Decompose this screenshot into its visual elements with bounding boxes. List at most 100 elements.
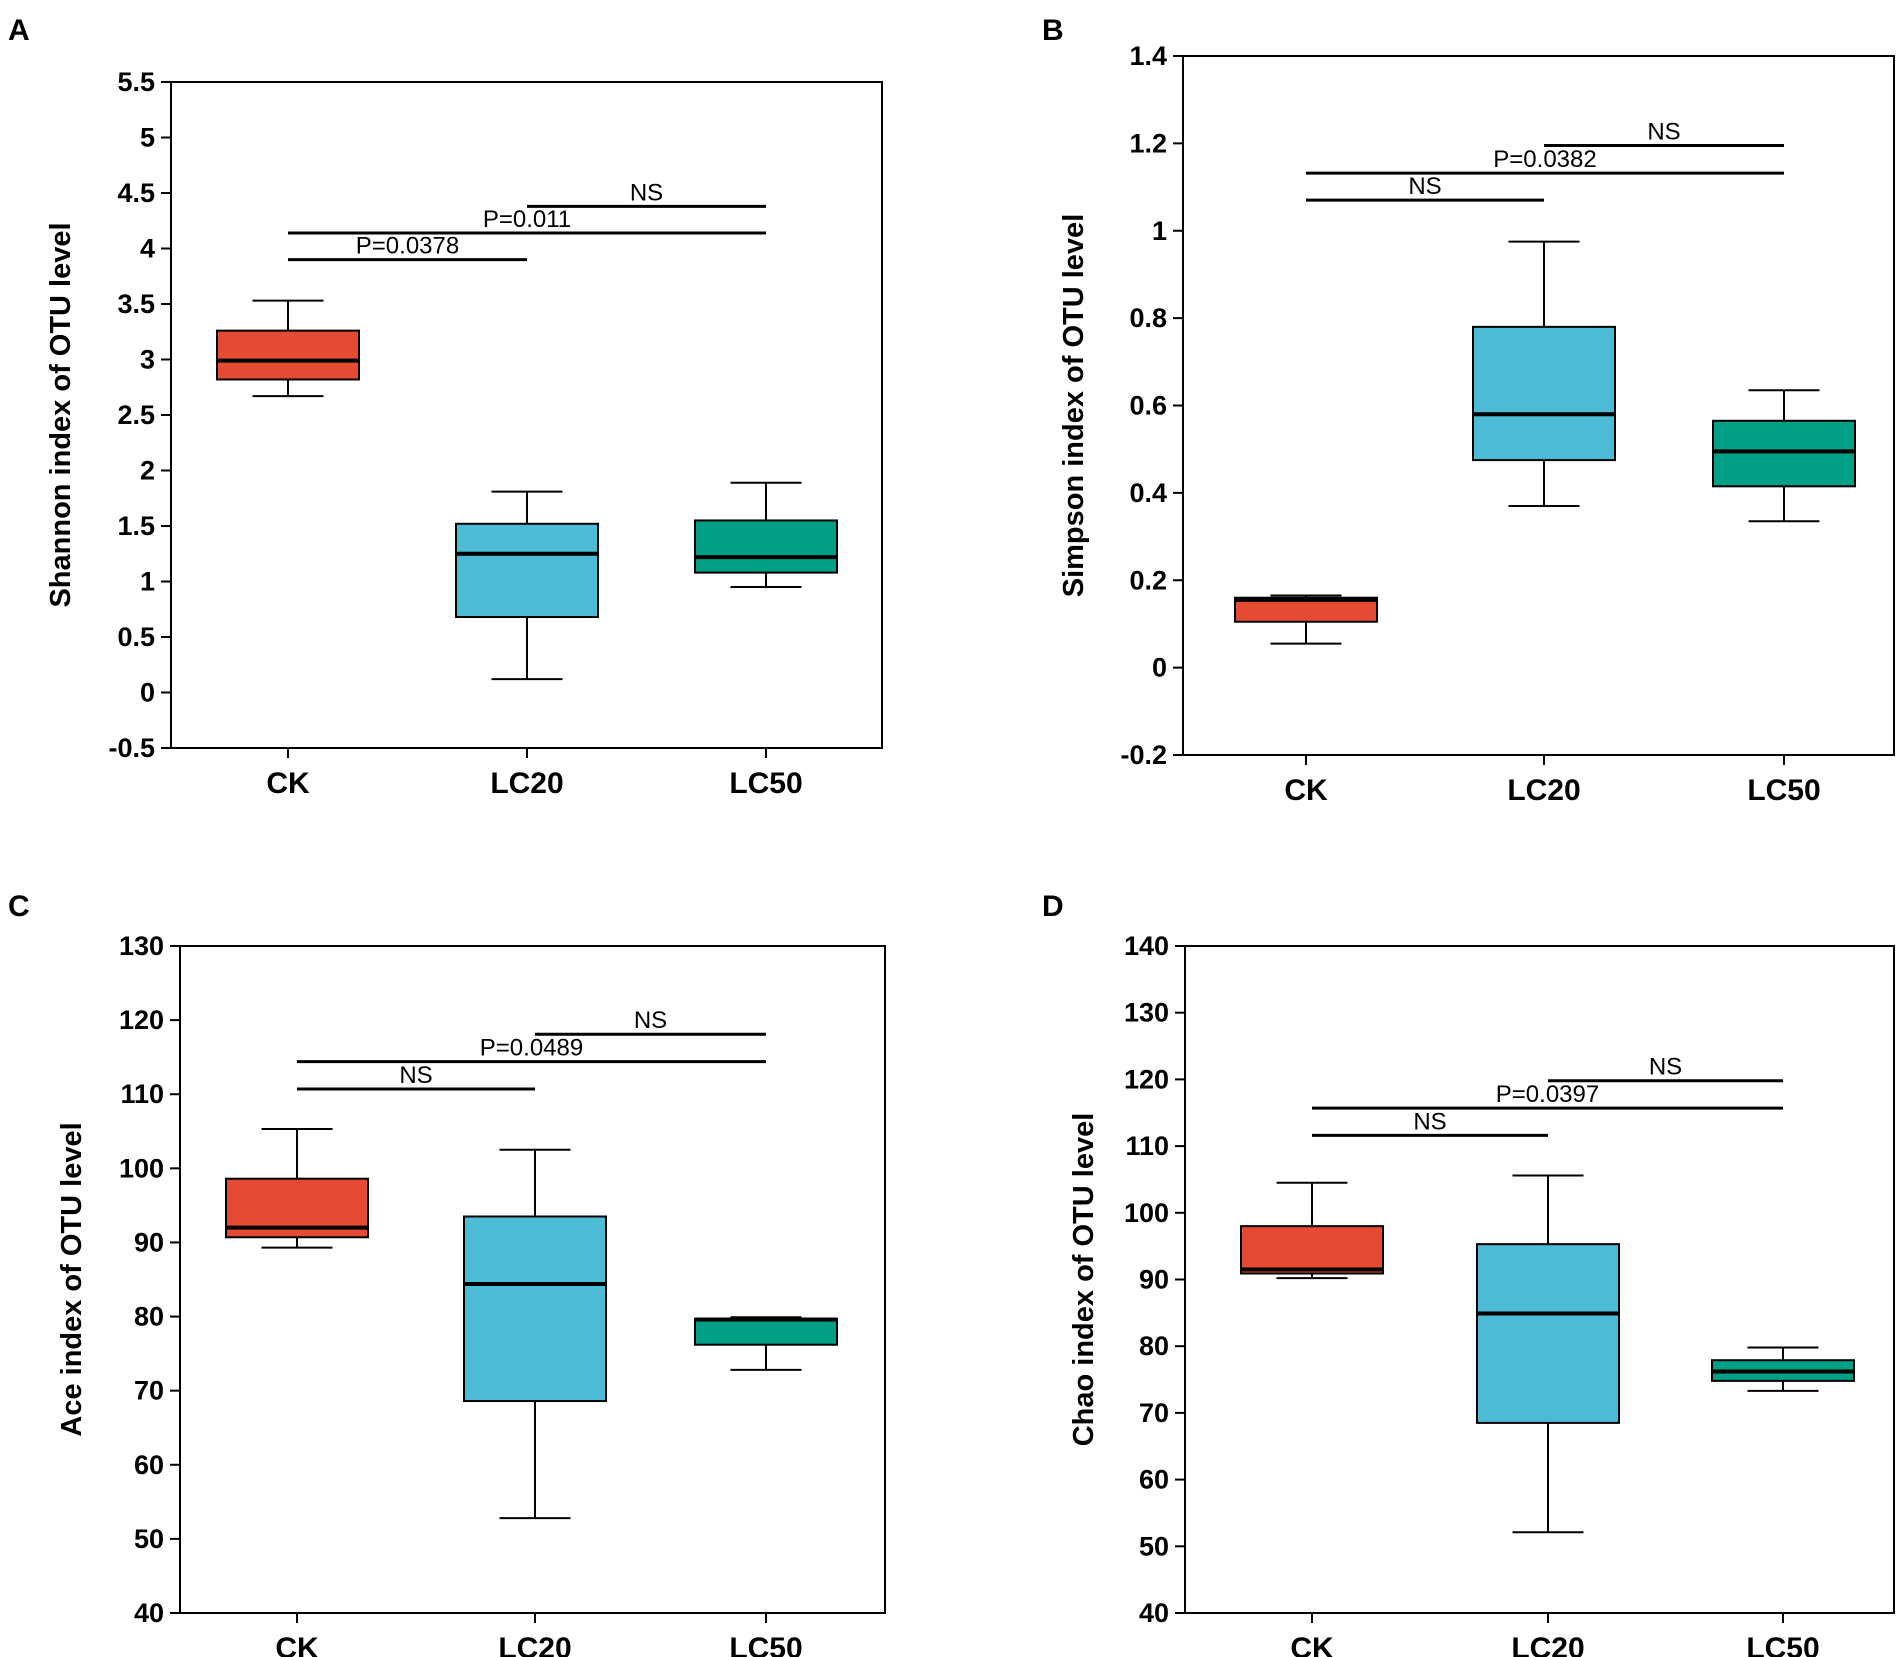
chart-panel-d: D 40 50 60 70 80 90 100 110 120 130 140 CK LC20 LC50 Ch…: [1042, 890, 1895, 1657]
y-tick-label: 5.5: [117, 67, 155, 97]
y-tick-label: 0: [1152, 653, 1167, 683]
significance-label: P=0.0397: [1496, 1081, 1599, 1108]
box-lc20: [463, 1148, 607, 1520]
y-tick-label: 120: [1124, 1064, 1169, 1094]
x-tick-label: CK: [266, 767, 310, 800]
y-tick-label: 4.5: [117, 178, 155, 208]
y-tick-label: 3.5: [117, 289, 155, 319]
x-tick-label: LC50: [729, 767, 802, 800]
y-tick-label: 1: [140, 567, 155, 597]
significance-label: NS: [630, 179, 663, 206]
iqr-box: [694, 519, 838, 574]
iqr-box: [694, 1317, 838, 1346]
chart-panel-a: A -0.5 0 0.5 1 1.5 2 2.5 3 3.5 4 4.5 5 5.5 CK LC20 LC50 S…: [8, 14, 883, 800]
panel-label: A: [8, 14, 30, 47]
box-ck: [225, 1128, 369, 1249]
chart-panel-b: B -0.2 0 0.2 0.4 0.6 0.8 1 1.2 1.4 CK LC20 LC50 Simps…: [1042, 14, 1895, 807]
x-tick-label: LC20: [1511, 1632, 1584, 1657]
panel-label: C: [8, 890, 30, 923]
y-tick-label: 0.8: [1129, 303, 1167, 333]
y-axis-title: Ace index of OTU level: [56, 1122, 88, 1436]
y-tick-label: 110: [120, 1079, 164, 1109]
y-tick-label: 0.4: [1129, 478, 1167, 508]
box-lc50: [1712, 389, 1856, 523]
y-tick-label: 50: [1139, 1531, 1169, 1561]
y-tick-label: 2.5: [117, 400, 155, 430]
y-tick-label: 140: [1124, 931, 1169, 961]
y-tick-label: 80: [134, 1302, 164, 1332]
y-tick-label: 3: [140, 345, 155, 375]
significance-label: P=0.011: [483, 206, 571, 233]
y-tick-label: 50: [134, 1524, 164, 1554]
box-ck: [1240, 1181, 1384, 1280]
y-tick-label: 110: [1125, 1131, 1169, 1161]
significance-label: NS: [634, 1007, 667, 1034]
x-tick-label: LC50: [1746, 1632, 1819, 1657]
iqr-box: [455, 522, 599, 619]
y-tick-label: -0.2: [1120, 740, 1167, 770]
box-lc20: [455, 490, 599, 681]
y-tick-label: 60: [134, 1450, 164, 1480]
panel-label: D: [1042, 890, 1064, 923]
x-tick-label: LC20: [1507, 774, 1580, 807]
y-tick-label: 70: [134, 1376, 164, 1406]
y-tick-label: 130: [1124, 998, 1169, 1028]
iqr-box: [1240, 1225, 1384, 1275]
y-tick-label: 2: [140, 456, 155, 486]
significance-label: NS: [1649, 1054, 1682, 1081]
y-axis-title: Chao index of OTU level: [1068, 1113, 1100, 1447]
y-tick-label: 130: [119, 931, 164, 961]
box-ck: [216, 299, 360, 398]
y-tick-label: 1.4: [1129, 41, 1167, 71]
box-lc50: [694, 481, 838, 589]
significance-label: NS: [1413, 1108, 1446, 1135]
y-tick-label: 90: [1139, 1265, 1169, 1295]
y-tick-label: 1.5: [117, 511, 155, 541]
y-tick-label: 40: [134, 1598, 164, 1628]
x-tick-label: CK: [1284, 774, 1328, 807]
iqr-box: [463, 1215, 607, 1403]
y-tick-label: 5: [140, 123, 155, 153]
iqr-box: [216, 329, 360, 381]
y-tick-label: 100: [119, 1153, 164, 1183]
x-tick-label: LC50: [729, 1632, 802, 1657]
y-tick-label: 80: [1139, 1331, 1169, 1361]
box-lc50: [694, 1316, 838, 1371]
y-axis-title: Simpson index of OTU level: [1058, 214, 1090, 598]
significance-label: P=0.0489: [480, 1035, 583, 1062]
y-tick-label: 1: [1152, 216, 1167, 246]
y-tick-label: 60: [1139, 1465, 1169, 1495]
y-tick-label: 0.6: [1129, 391, 1167, 421]
y-tick-label: 120: [119, 1005, 164, 1035]
y-tick-label: 1.2: [1129, 128, 1167, 158]
y-tick-label: 70: [1139, 1398, 1169, 1428]
x-tick-label: LC20: [490, 767, 563, 800]
significance-label: NS: [1647, 119, 1680, 146]
chart-panel-c: C 40 50 60 70 80 90 100 110 120 130 CK LC20 LC50 Ace i…: [8, 890, 886, 1657]
x-tick-label: CK: [1290, 1632, 1334, 1657]
box-lc20: [1476, 1174, 1620, 1534]
y-tick-label: 0.2: [1129, 565, 1167, 595]
significance-label: NS: [399, 1062, 432, 1089]
y-tick-label: 4: [140, 234, 155, 264]
iqr-box: [1476, 1243, 1620, 1424]
y-tick-label: 100: [1124, 1198, 1169, 1228]
iqr-box: [1472, 325, 1616, 462]
x-tick-label: LC20: [498, 1632, 571, 1657]
y-tick-label: -0.5: [108, 733, 155, 763]
significance-label: P=0.0382: [1493, 146, 1596, 173]
x-tick-label: CK: [275, 1632, 319, 1657]
iqr-box: [1712, 419, 1856, 488]
x-tick-label: LC50: [1747, 774, 1820, 807]
panel-label: B: [1042, 14, 1064, 47]
significance-label: NS: [1408, 173, 1441, 200]
y-tick-label: 0.5: [117, 622, 155, 652]
y-tick-label: 90: [134, 1227, 164, 1257]
box-lc50: [1711, 1346, 1855, 1392]
plot-frame: [179, 945, 886, 1614]
y-tick-label: 0: [140, 678, 155, 708]
box-lc20: [1472, 240, 1616, 507]
significance-label: P=0.0378: [356, 233, 459, 260]
y-axis-title: Shannon index of OTU level: [45, 222, 77, 607]
